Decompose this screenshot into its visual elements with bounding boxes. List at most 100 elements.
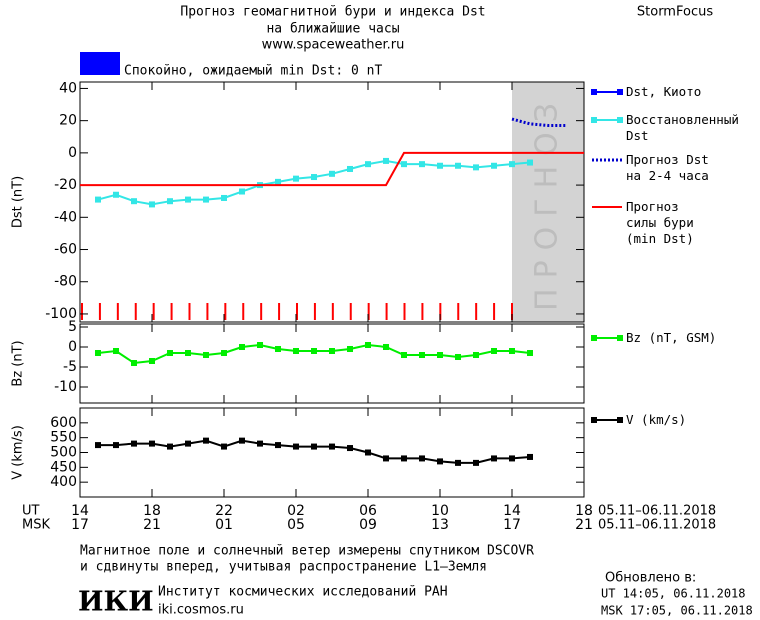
marker: [185, 350, 191, 356]
y-axis-label: Bz (nT): [11, 340, 26, 386]
title: на ближайшие часы: [266, 22, 399, 37]
marker: [167, 350, 173, 356]
marker: [257, 440, 263, 447]
marker: [365, 342, 371, 348]
y-tick-label: -20: [54, 177, 77, 193]
marker: [509, 455, 515, 462]
legend-label: Прогноз Dst на 2-4 часа: [626, 152, 709, 183]
marker: [401, 161, 407, 168]
x-tick-label: 06: [359, 503, 377, 519]
marker: [131, 360, 137, 366]
series-line: [511, 117, 566, 127]
marker: [473, 164, 479, 171]
y-tick-label: -5: [63, 359, 77, 375]
marker: [365, 449, 371, 456]
x-tick-label: 14: [503, 503, 521, 519]
ut-label: UT: [22, 504, 40, 519]
marker: [149, 358, 155, 364]
marker: [293, 175, 299, 182]
x-tick-label-msk: 17: [503, 517, 521, 533]
updated-ut: UT 14:05, 06.11.2018: [601, 587, 746, 601]
msk-dates: 05.11–06.11.2018: [598, 518, 716, 533]
marker: [221, 194, 227, 201]
series-line: [80, 151, 584, 187]
x-tick-label: 14: [71, 503, 89, 519]
marker: [437, 458, 443, 465]
legend-label: Восстановленный Dst: [626, 112, 739, 143]
x-tick-label-msk: 01: [215, 517, 233, 533]
y-tick-label: 600: [50, 415, 77, 431]
marker: [383, 344, 389, 350]
marker: [437, 162, 443, 169]
updated-label: Обновлено в:: [605, 571, 696, 586]
y-axis-label: Dst (nT): [11, 176, 26, 228]
x-tick-label-msk: 13: [431, 517, 449, 533]
y-tick-label: 5: [68, 319, 77, 335]
x-tick-label: 22: [215, 503, 233, 519]
x-tick-label: 10: [431, 503, 449, 519]
marker: [95, 442, 101, 449]
marker: [257, 342, 263, 348]
y-tick-label: 500: [50, 445, 77, 461]
marker: [437, 352, 443, 358]
marker: [203, 352, 209, 358]
marker: [527, 350, 533, 356]
y-tick-label: 0: [68, 339, 77, 355]
marker: [347, 445, 353, 452]
marker: [347, 165, 353, 172]
marker: [491, 162, 497, 169]
legend-label: Bz (nT, GSM): [626, 330, 717, 345]
legend-label: V (km/s): [626, 412, 687, 427]
y-axis-label: V (km/s): [11, 425, 26, 480]
y-tick-label: 40: [59, 80, 77, 96]
marker: [293, 348, 299, 354]
marker: [149, 440, 155, 447]
y-tick-label: -10: [54, 379, 77, 395]
marker: [455, 459, 461, 466]
y-tick-label: -100: [45, 306, 77, 322]
marker: [419, 455, 425, 462]
marker: [113, 348, 119, 354]
marker: [329, 348, 335, 354]
updated-msk: MSK 17:05, 06.11.2018: [601, 604, 753, 618]
series-line: [97, 159, 531, 206]
marker: [527, 453, 533, 460]
marker: [275, 178, 281, 185]
marker: [275, 442, 281, 449]
panel-frame: [79, 81, 585, 323]
x-tick-label: 18: [143, 503, 161, 519]
legend-marker: [617, 417, 623, 423]
legend-marker: [591, 89, 597, 95]
marker: [149, 201, 155, 208]
legend-marker: [591, 117, 597, 123]
legend-marker: [617, 89, 623, 95]
marker: [221, 443, 227, 450]
y-tick-label: 400: [50, 474, 77, 490]
x-tick-label-msk: 05: [287, 517, 305, 533]
marker: [203, 437, 209, 444]
marker: [365, 161, 371, 168]
marker: [491, 348, 497, 354]
x-tick-label-msk: 09: [359, 517, 377, 533]
marker: [329, 170, 335, 177]
marker: [509, 348, 515, 354]
marker: [401, 455, 407, 462]
marker: [95, 350, 101, 356]
legend-marker: [591, 417, 597, 423]
marker: [113, 191, 119, 198]
panel-frame: [79, 323, 585, 404]
legend-marker: [617, 117, 623, 123]
y-tick-label: 550: [50, 430, 77, 446]
marker: [329, 443, 335, 450]
marker: [401, 352, 407, 358]
legend-label: Прогноз силы бури (min Dst): [626, 199, 694, 246]
y-tick-label: -80: [54, 274, 77, 290]
note: и сдвинуты вперед, учитывая распростране…: [80, 560, 487, 575]
forecast-label: ПРОГНОЗ: [530, 93, 565, 311]
marker: [221, 350, 227, 356]
marker: [167, 198, 173, 205]
panel-frame: [79, 407, 585, 498]
marker: [383, 157, 389, 164]
marker: [239, 437, 245, 444]
